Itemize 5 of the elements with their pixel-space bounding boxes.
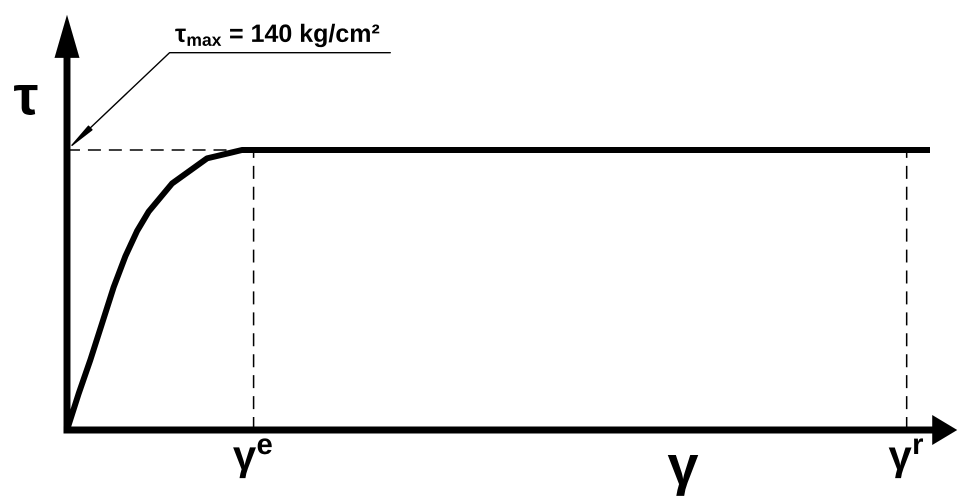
text: τ$_{max}$ = 140 kg/cm² (175, 24, 380, 48)
y-axis-title: τ (14, 85, 38, 115)
x-tick-label: γ$^{e}$ (233, 438, 272, 478)
x-axis-title: γ (668, 455, 698, 496)
x-tick-label: γ$^{r}$ (888, 438, 924, 478)
